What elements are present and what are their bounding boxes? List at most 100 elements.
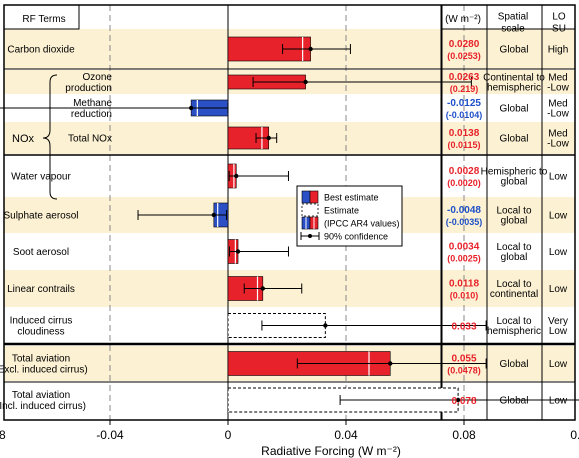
row-label: Induced cirrus cloudiness	[10, 316, 73, 338]
row-label: Soot aerosol	[13, 247, 69, 258]
spatial-scale-line: Local to	[496, 279, 531, 290]
header-losu-text-line: LO	[552, 12, 566, 23]
rf-ar4-value: (0.010)	[450, 291, 479, 301]
rf-ar4-value: (0.219)	[450, 84, 479, 94]
rf-ar4-value: (0.0020)	[447, 178, 481, 188]
x-tick-label: 0	[225, 428, 232, 442]
rf-value: 0.033	[451, 322, 476, 333]
row-label: Ozone production	[65, 72, 112, 94]
legend-ci-point	[308, 234, 312, 238]
best-estimate-point	[188, 105, 194, 111]
losu-line: Low	[549, 396, 568, 407]
row-label-line: Total aviation	[12, 354, 70, 365]
rf-value: 0.078	[451, 396, 476, 407]
spatial-scale: Local to global	[496, 242, 531, 263]
losu: Med -Low	[547, 73, 569, 94]
row-label-line: (Excl. induced cirrus)	[0, 365, 88, 376]
header-units: (W m⁻²)	[445, 14, 481, 25]
legend-swatch-positive	[309, 190, 319, 204]
row-label-line: reduction	[71, 109, 112, 120]
losu: Low	[549, 247, 568, 258]
row-label: Water vapour	[11, 172, 71, 183]
row-label: Total aviation (Excl. induced cirrus)	[0, 354, 88, 376]
spatial-scale: Hemispheric to global	[481, 167, 548, 188]
row-label-line: (Incl. induced cirrus)	[0, 401, 86, 412]
row-label: Total NOx	[68, 134, 112, 145]
losu-line: Low	[549, 247, 568, 258]
bars	[0, 36, 579, 413]
nox-label: NOx	[12, 133, 35, 145]
x-tick-label: 0.12	[570, 428, 579, 442]
losu-line: Med	[548, 99, 567, 110]
rf-value: 0.0280	[449, 39, 480, 50]
best-estimate-point	[388, 361, 393, 366]
x-axis-label: Radiative Forcing (W m⁻²)	[261, 444, 401, 458]
losu: Med -Low	[547, 129, 569, 150]
best-estimate-point	[323, 323, 328, 328]
header-losu-text-line: SU	[552, 24, 566, 35]
losu-line: Low	[549, 359, 568, 370]
spatial-scale-line: Local to	[496, 242, 531, 253]
losu-line: Med	[548, 129, 567, 140]
row-label: Carbon dioxide	[7, 45, 75, 56]
best-estimate-point	[211, 212, 217, 218]
row-label-line: Ozone	[83, 72, 113, 83]
losu-line: Low	[549, 172, 568, 183]
losu-line: High	[548, 45, 569, 56]
spatial-scale-line: Global	[500, 134, 529, 145]
x-tick-label: 0.08	[452, 428, 476, 442]
spatial-scale: Global	[500, 45, 529, 56]
nox-label-text: NOx	[12, 133, 35, 145]
rf-value: -0.0125	[447, 98, 481, 109]
header-spatial-scale-text-line: scale	[501, 24, 525, 35]
header-terms-box	[3, 4, 80, 30]
row-label-line: Methane	[73, 98, 112, 109]
x-tick-label: 0.04	[334, 428, 358, 442]
spatial-scale-line: global	[501, 177, 528, 188]
rf-value: 0.0138	[449, 128, 480, 139]
best-estimate-bar	[227, 36, 311, 62]
row-label-line: production	[65, 83, 112, 94]
spatial-scale-line: Local to	[496, 316, 531, 327]
rf-ar4-value: (0.0025)	[447, 254, 481, 264]
best-estimate-point	[308, 46, 313, 52]
losu: High	[548, 45, 569, 56]
row-label: Sulphate aerosol	[3, 211, 78, 222]
rf-ar4-value: (0.0115)	[447, 140, 480, 150]
row-label-line: Total NOx	[68, 134, 112, 145]
losu-line: -Low	[547, 109, 569, 120]
losu-line: Low	[549, 211, 568, 222]
losu: Low	[549, 211, 568, 222]
nox-group: NOx	[12, 74, 58, 200]
row-label: Linear contrails	[7, 284, 75, 295]
spatial-scale-line: global	[501, 216, 528, 227]
outer-frame	[3, 4, 576, 421]
spatial-scale-line: Global	[500, 104, 529, 115]
row-label-line: Induced cirrus	[10, 316, 73, 327]
spatial-scale-line: Hemispheric to	[481, 167, 548, 178]
row-label-line: Total aviation	[12, 390, 70, 401]
header-spatial-scale-text: Spatial scale	[498, 12, 529, 35]
rf-value: -0.0048	[447, 205, 481, 216]
legend-item-label: Best estimate	[324, 193, 379, 203]
legend-swatch-estimate	[301, 203, 319, 217]
rf-ar4-value: (-0.0104)	[446, 110, 483, 120]
spatial-scale: Global	[500, 104, 529, 115]
spatial-scale-line: Local to	[496, 206, 531, 217]
losu-line: Low	[549, 284, 568, 295]
best-estimate-point	[303, 79, 308, 85]
row-label: Methane reduction	[71, 98, 113, 120]
row-label-line: Water vapour	[11, 172, 71, 183]
row-label-line: Carbon dioxide	[7, 45, 75, 56]
header-rf-terms: RF Terms	[22, 14, 65, 25]
rf-value: 0.0118	[449, 279, 479, 290]
legend-item-label: 90% confidence	[324, 232, 388, 242]
header-losu-text: LO SU	[552, 12, 566, 35]
best-estimate-point	[235, 249, 241, 254]
losu: Low	[549, 284, 568, 295]
losu: Med -Low	[547, 99, 569, 120]
spatial-scale: Global	[500, 396, 529, 407]
rf-value: 0.0263	[449, 72, 480, 83]
spatial-scale-line: continental	[490, 289, 538, 300]
